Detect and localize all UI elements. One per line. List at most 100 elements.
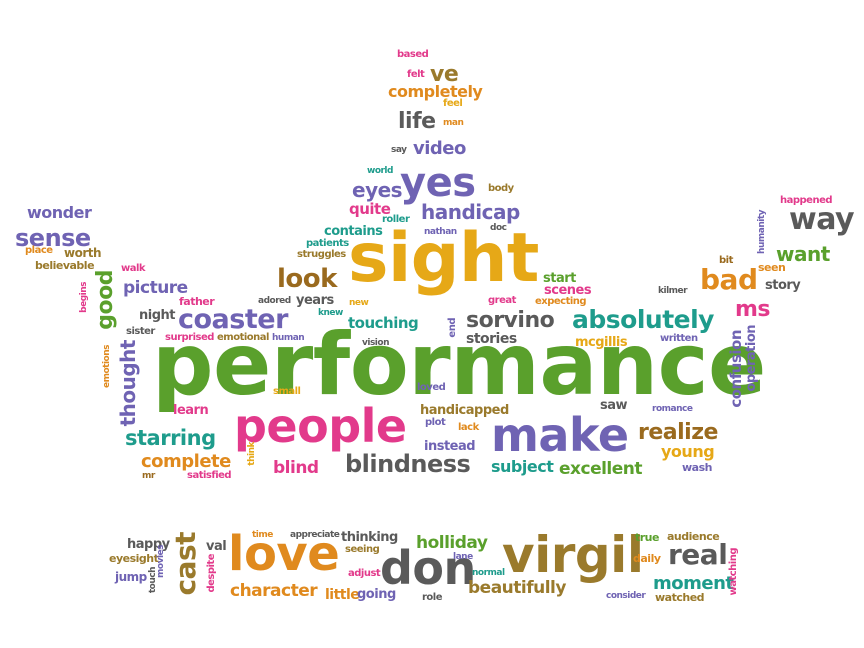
word-sense: sense	[15, 224, 91, 252]
word-stories: stories	[466, 331, 517, 347]
word-adjust: adjust	[348, 568, 381, 579]
word-written: written	[660, 333, 698, 344]
word-movies: movies	[156, 545, 166, 578]
word-loved: loved	[417, 382, 446, 393]
word-excellent: excellent	[559, 459, 643, 479]
word-character: character	[230, 581, 318, 601]
word-new: new	[349, 298, 369, 308]
word-true: true	[635, 531, 659, 544]
word-body: body	[488, 183, 514, 194]
word-kilmer: kilmer	[658, 286, 688, 296]
word-holliday: holliday	[416, 533, 488, 553]
word-scenes: scenes	[544, 283, 592, 298]
word-surprised: surprised	[165, 332, 214, 343]
word-based: based	[397, 49, 429, 60]
word-happy: happy	[127, 537, 170, 552]
word-video: video	[413, 138, 466, 159]
word-way: way	[789, 202, 855, 237]
word-saw: saw	[600, 398, 628, 413]
word-walk: walk	[121, 263, 146, 274]
word-handicap: handicap	[421, 200, 520, 224]
word-yes: yes	[400, 160, 476, 206]
word-don: don	[380, 541, 476, 595]
word-learn: learn	[173, 403, 209, 418]
word-ve: ve	[430, 62, 459, 87]
word-role: role	[422, 592, 443, 603]
word-place: place	[25, 245, 53, 256]
word-normal: normal	[472, 568, 505, 578]
word-moment: moment	[653, 573, 734, 594]
word-performance: performance	[152, 315, 766, 415]
word-human: human	[272, 333, 305, 343]
word-touching: touching	[348, 314, 419, 332]
word-subject: subject	[491, 457, 554, 476]
word-emotional: emotional	[217, 332, 269, 343]
word-patients: patients	[306, 238, 349, 249]
word-little: little	[325, 587, 360, 603]
word-emotions: emotions	[102, 345, 112, 388]
word-complete: complete	[141, 451, 231, 472]
word-seeing: seeing	[345, 544, 380, 555]
word-thinking: thinking	[341, 530, 398, 545]
word-expecting: expecting	[535, 296, 587, 307]
word-vision: vision	[362, 338, 389, 348]
word-daily: daily	[633, 552, 661, 565]
word-love: love	[228, 526, 340, 582]
word-mcgillis: mcgillis	[575, 335, 628, 350]
word-ms: ms	[735, 297, 771, 322]
word-contains: contains	[324, 224, 383, 239]
word-doc: doc	[490, 223, 507, 233]
word-world: world	[367, 166, 393, 176]
word-eyes: eyes	[352, 178, 403, 202]
word-worth: worth	[64, 246, 102, 260]
word-going: going	[357, 587, 396, 602]
word-bad: bad	[700, 263, 758, 296]
word-struggles: struggles	[297, 249, 346, 260]
word-seen: seen	[758, 261, 786, 274]
word-sight: sight	[348, 219, 539, 298]
word-happened: happened	[780, 195, 833, 206]
word-begins: begins	[79, 282, 89, 313]
word-bit: bit	[719, 255, 733, 266]
word-sister: sister	[126, 326, 155, 337]
word-wonder: wonder	[27, 203, 92, 222]
word-beautifully: beautifully	[468, 578, 566, 598]
word-coaster: coaster	[178, 304, 288, 335]
word-satisfied: satisfied	[187, 470, 232, 481]
word-touch: touch	[148, 567, 158, 594]
word-sorvino: sorvino	[466, 308, 555, 333]
word-picture: picture	[123, 278, 188, 298]
word-knew: knew	[318, 308, 343, 318]
word-audience: audience	[667, 530, 720, 543]
word-nathan: nathan	[424, 227, 457, 237]
word-handicapped: handicapped	[420, 403, 509, 418]
word-believable: believable	[35, 259, 95, 272]
word-thought: thought	[116, 340, 140, 427]
word-think: think	[247, 442, 257, 466]
word-mr: mr	[142, 471, 155, 481]
word-despite: despite	[206, 554, 217, 593]
word-val: val	[206, 539, 227, 554]
word-jump: jump	[115, 570, 147, 584]
word-felt: felt	[407, 69, 425, 80]
word-confusion: confusion	[727, 330, 745, 408]
word-life: life	[398, 109, 436, 134]
word-watched: watched	[655, 591, 705, 604]
word-small: small	[273, 386, 301, 397]
word-roller: roller	[382, 214, 410, 225]
word-adored: adored	[258, 296, 291, 306]
word-operation: operation	[744, 325, 759, 392]
word-feel: feel	[443, 98, 463, 109]
word-wash: wash	[682, 461, 712, 474]
word-people: people	[234, 399, 407, 453]
word-lack: lack	[458, 422, 479, 433]
word-instead: instead	[424, 439, 476, 454]
word-father: father	[179, 295, 215, 308]
word-make: make	[491, 408, 629, 462]
word-eyesight: eyesight	[109, 552, 159, 565]
word-young: young	[661, 442, 715, 461]
word-great: great	[488, 295, 516, 306]
word-watching: watching	[728, 548, 739, 596]
word-start: start	[543, 271, 576, 286]
